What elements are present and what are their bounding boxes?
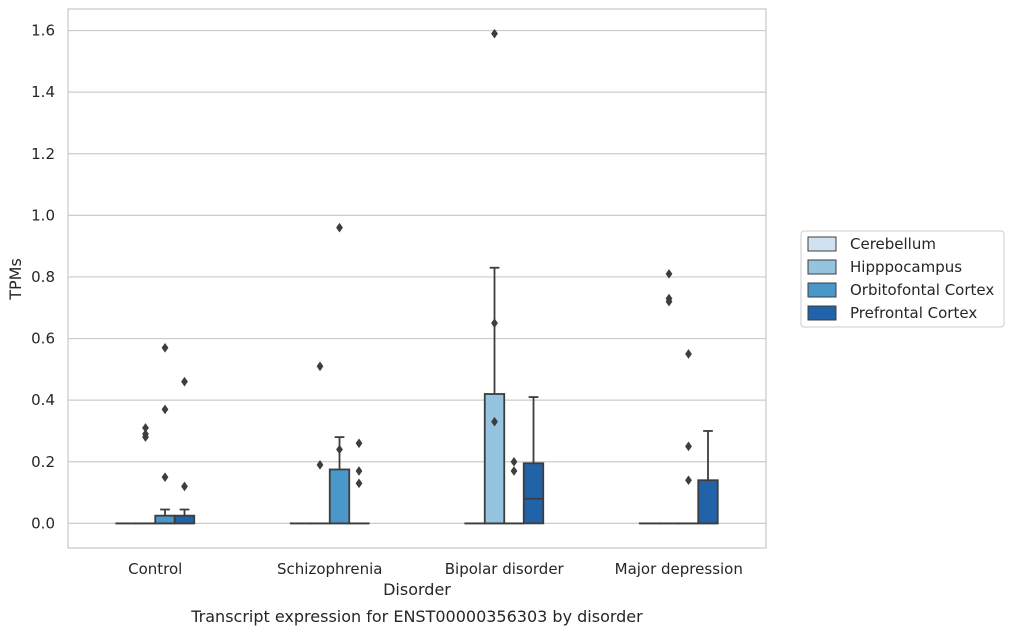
box — [483, 393, 506, 525]
outlier-point — [142, 429, 149, 439]
legend-frame — [800, 230, 1005, 328]
outlier-point — [491, 28, 498, 39]
outlier-point — [491, 416, 498, 427]
x-axis-title: Disorder — [383, 580, 451, 599]
outlier-point — [336, 444, 343, 455]
outlier-point — [161, 472, 169, 482]
y-tick-label: 1.4 — [31, 83, 55, 101]
y-tick-label: 0.4 — [31, 391, 55, 409]
outlier-point — [181, 481, 188, 492]
outlier-point — [316, 361, 324, 372]
x-tick-label: Control — [128, 560, 182, 578]
outlier-point — [685, 475, 692, 486]
outlier-point — [355, 438, 363, 449]
outlier-point — [685, 349, 692, 359]
legend-label: Prefrontal Cortex — [850, 304, 977, 322]
outlier-point — [355, 466, 363, 476]
legend-swatch — [807, 236, 837, 252]
x-tick-label: Bipolar disorder — [445, 560, 565, 578]
y-axis-title: TPMs — [6, 258, 25, 301]
outlier-point — [336, 222, 343, 233]
box — [154, 514, 176, 525]
y-tick-label: 0.6 — [31, 330, 55, 348]
legend-label: Hipppocampus — [850, 258, 962, 276]
outlier-point — [510, 456, 518, 467]
box — [173, 514, 196, 525]
outlier-point — [685, 441, 692, 452]
x-tick-label: Schizophrenia — [277, 560, 382, 578]
plot-area-frame — [67, 8, 767, 549]
series-prefrontal-cortex — [173, 376, 719, 525]
legend-swatch — [807, 259, 837, 275]
outlier-point — [142, 423, 149, 433]
outlier-point — [665, 269, 673, 279]
y-tick-label: 1.0 — [31, 206, 55, 224]
chart-caption: Transcript expression for ENST0000035630… — [190, 607, 643, 626]
y-axis-ticks: 0.0 0.2 0.4 0.6 0.8 1.0 1.2 1.4 1.6 — [31, 22, 55, 533]
legend-label: Cerebellum — [850, 235, 936, 253]
legend: Cerebellum Hipppocampus Orbitofontal Corte… — [800, 230, 1005, 328]
box-marks — [115, 28, 719, 525]
x-tick-label: Major depression — [615, 560, 743, 578]
outlier-point — [491, 318, 498, 328]
y-tick-label: 1.2 — [31, 145, 55, 163]
y-tick-label: 0.2 — [31, 453, 55, 471]
legend-swatch — [807, 305, 837, 321]
series-orbitofontal-cortex — [154, 222, 700, 525]
x-axis-ticks: Control Schizophrenia Bipolar disorder Majo… — [128, 560, 743, 578]
y-tick-label: 0.0 — [31, 514, 55, 532]
legend-items: Cerebellum Hipppocampus Orbitofontal Corte… — [807, 235, 994, 322]
outlier-point — [316, 460, 324, 470]
y-tick-label: 1.6 — [31, 22, 55, 40]
box — [328, 468, 351, 525]
grid-lines — [68, 29, 766, 524]
outlier-point — [161, 343, 169, 353]
outlier-point — [665, 296, 673, 307]
outlier-point — [355, 478, 363, 489]
legend-label: Orbitofontal Cortex — [850, 281, 994, 299]
outlier-point — [161, 404, 169, 415]
box — [522, 462, 545, 525]
legend-swatch — [807, 282, 837, 298]
outlier-point — [181, 376, 188, 387]
box — [697, 479, 719, 525]
outlier-point — [510, 466, 518, 476]
series-hipppocampus — [134, 28, 680, 525]
y-tick-label: 0.8 — [31, 268, 55, 286]
